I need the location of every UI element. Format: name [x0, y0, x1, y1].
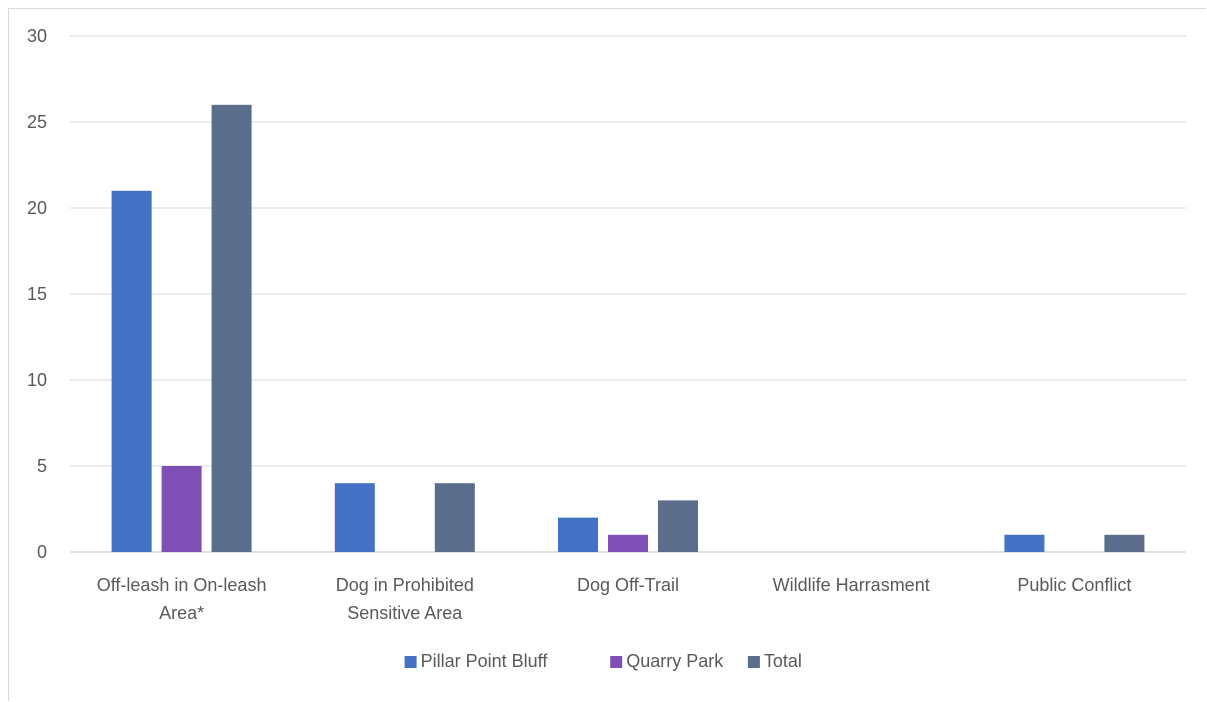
y-tick-label: 0: [37, 542, 47, 562]
y-tick-label: 30: [27, 26, 47, 46]
legend-label: Quarry Park: [626, 651, 724, 671]
bar-total: [658, 500, 698, 552]
x-category-label: Wildlife Harrasment: [773, 575, 930, 595]
legend: Pillar Point Bluff Quarry Park Total: [404, 651, 802, 671]
y-tick-label: 25: [27, 112, 47, 132]
legend-label: Pillar Point Bluff: [421, 651, 549, 671]
legend-label: Total: [764, 651, 802, 671]
bar-pillar-point-bluff: [111, 190, 152, 553]
bar-pillar-point-bluff: [1004, 534, 1045, 552]
bar-total: [211, 104, 252, 553]
x-category-label: Dog in Prohibited: [336, 575, 474, 595]
bar-pillar-point-bluff: [558, 517, 598, 552]
x-category-label: Area*: [159, 603, 204, 623]
y-tick-label: 15: [27, 284, 47, 304]
bar-quarry-park: [608, 534, 648, 552]
bar-quarry-park: [161, 466, 202, 552]
x-category-label: Sensitive Area: [347, 603, 463, 623]
y-tick-label: 20: [27, 198, 47, 218]
y-axis-ticks: 0 5 10 15 20 25 30: [27, 26, 47, 562]
y-tick-label: 5: [37, 456, 47, 476]
legend-swatch: [747, 656, 760, 668]
bar-pillar-point-bluff: [334, 483, 375, 552]
legend-swatch: [610, 656, 623, 668]
bar-total: [1104, 534, 1145, 552]
bar-total: [434, 483, 475, 552]
x-axis-labels: Off-leash in On-leash Area* Dog in Prohibi…: [97, 575, 1132, 623]
x-category-label: Public Conflict: [1017, 575, 1131, 595]
bars: [111, 104, 1145, 553]
chart-frame: [8, 8, 1206, 701]
y-tick-label: 10: [27, 370, 47, 390]
legend-swatch: [404, 656, 417, 668]
x-category-label: Dog Off-Trail: [577, 575, 679, 595]
x-category-label: Off-leash in On-leash: [97, 575, 267, 595]
